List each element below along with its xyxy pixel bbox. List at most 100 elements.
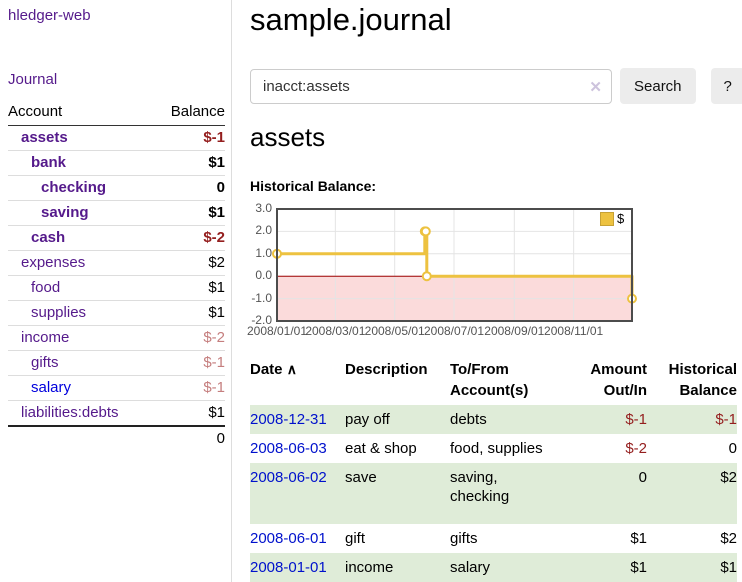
account-link[interactable]: food: [31, 279, 61, 296]
account-name-cell: checking: [8, 175, 154, 201]
register-row: 2008-06-01 gift gifts $1 $2: [250, 524, 737, 553]
transaction-accounts: saving, checking: [450, 469, 510, 505]
account-row: supplies $1: [8, 300, 225, 326]
account-balance: $1: [153, 200, 225, 226]
account-row: salary $-1: [8, 375, 225, 401]
register-row: 2008-01-01 income salary $1 $1: [250, 553, 737, 582]
app-title-link[interactable]: hledger-web: [8, 7, 91, 24]
transaction-balance: $-1: [715, 411, 737, 428]
y-axis-tick: 3.0: [255, 201, 272, 215]
register-header-row: Date ∧ Description To/From Account(s) Am…: [250, 357, 737, 405]
clear-search-icon[interactable]: ✕: [589, 78, 602, 96]
search-button[interactable]: Search: [620, 68, 696, 104]
account-name-cell: supplies: [8, 300, 154, 326]
register-header-accounts: To/From Account(s): [450, 361, 529, 399]
transaction-amount: $-1: [625, 411, 647, 428]
account-name-cell: cash: [8, 225, 154, 251]
transaction-date-link[interactable]: 2008-06-02: [250, 469, 327, 486]
x-axis-tick: 2008/09/01: [484, 324, 545, 338]
accounts-total-spacer: [8, 425, 154, 451]
register-header-description: Description: [345, 361, 428, 378]
account-link[interactable]: salary: [31, 379, 72, 396]
account-balance: $-2: [153, 225, 225, 251]
register-header-amount: Amount Out/In: [590, 361, 647, 399]
transaction-date-cell: 2008-06-01: [250, 524, 345, 553]
transaction-accounts: salary: [450, 559, 491, 576]
transaction-description: income: [345, 559, 394, 576]
page-title: sample.journal: [250, 2, 452, 37]
account-link[interactable]: saving: [41, 204, 89, 221]
transaction-accounts: gifts: [450, 530, 478, 547]
account-row: checking 0: [8, 175, 225, 201]
transaction-amount: 0: [638, 469, 647, 486]
account-row: assets $-1: [8, 125, 225, 151]
account-row: cash $-2: [8, 225, 225, 251]
account-row: income $-2: [8, 325, 225, 351]
transaction-balance: $2: [720, 530, 737, 547]
transaction-description: pay off: [345, 411, 390, 428]
account-row: saving $1: [8, 200, 225, 226]
account-row: liabilities:debts $1: [8, 400, 225, 427]
chart-legend: $: [598, 211, 627, 226]
help-button[interactable]: ?: [710, 68, 742, 104]
sort-ascending-icon: ∧: [286, 361, 297, 377]
register-table: Date ∧ Description To/From Account(s) Am…: [250, 357, 737, 582]
date-header-label: Date: [250, 361, 283, 378]
account-link[interactable]: cash: [31, 229, 66, 246]
account-balance: $1: [153, 150, 225, 176]
account-balance: $-1: [153, 350, 225, 376]
transaction-amount: $-2: [625, 440, 647, 457]
account-row: food $1: [8, 275, 225, 301]
transaction-date-link[interactable]: 2008-01-01: [250, 559, 327, 576]
account-link[interactable]: gifts: [31, 354, 59, 371]
accounts-total-value: 0: [153, 425, 225, 451]
account-name-cell: bank: [8, 150, 154, 176]
x-axis-tick: 2008/05/01: [364, 324, 425, 338]
register-row: 2008-06-03 eat & shop food, supplies $-2 0: [250, 434, 737, 463]
transaction-description: gift: [345, 530, 366, 547]
account-balance: $-1: [153, 125, 225, 151]
account-name-cell: assets: [8, 125, 154, 151]
sidebar: hledger-web Journal Account Balance asse…: [0, 0, 232, 582]
register-header-date[interactable]: Date ∧: [250, 357, 345, 405]
account-link[interactable]: bank: [31, 154, 67, 171]
main-content: sample.journal ✕ Search ? assets Histori…: [247, 0, 742, 582]
account-link[interactable]: expenses: [21, 254, 86, 271]
account-link[interactable]: assets: [21, 129, 68, 146]
sidebar-item-journal[interactable]: Journal: [8, 71, 58, 88]
account-link[interactable]: supplies: [31, 304, 87, 321]
transaction-balance: $2: [720, 469, 737, 486]
account-link[interactable]: liabilities:debts: [21, 404, 119, 421]
account-balance: $2: [153, 250, 225, 276]
transaction-date-cell: 2008-12-31: [250, 405, 345, 434]
search-input[interactable]: [250, 68, 612, 104]
account-name-cell: food: [8, 275, 154, 301]
transaction-accounts: food, supplies: [450, 440, 543, 457]
account-balance: $1: [153, 300, 225, 326]
y-axis-tick: -1.0: [251, 290, 272, 305]
accounts-header-balance: Balance: [153, 101, 225, 126]
account-balance: $1: [153, 400, 225, 427]
balance-chart[interactable]: 3.0 2.0 1.0 0.0 -1.0 -2.0 2008/01/01 2008/03/01…: [246, 201, 740, 345]
account-name-cell: gifts: [8, 350, 154, 376]
account-link[interactable]: checking: [41, 179, 107, 196]
account-name-cell: income: [8, 325, 154, 351]
transaction-date-link[interactable]: 2008-12-31: [250, 411, 327, 428]
x-axis-tick: 2008/03/01: [305, 324, 366, 338]
transaction-amount: $1: [630, 559, 647, 576]
account-name-cell: saving: [8, 200, 154, 226]
account-link[interactable]: income: [21, 329, 70, 346]
register-header-balance: Historical Balance: [668, 361, 737, 399]
transaction-balance: $1: [720, 559, 737, 576]
account-heading: assets: [250, 122, 326, 152]
transaction-date-link[interactable]: 2008-06-01: [250, 530, 327, 547]
account-name-cell: salary: [8, 375, 154, 401]
accounts-header-account: Account: [8, 101, 154, 126]
transaction-date-cell: 2008-06-03: [250, 434, 345, 463]
transaction-date-link[interactable]: 2008-06-03: [250, 440, 327, 457]
account-name-cell: expenses: [8, 250, 154, 276]
transaction-amount: $1: [630, 530, 647, 547]
legend-swatch: [600, 211, 614, 226]
search-form: ✕ Search ?: [250, 68, 742, 104]
account-balance: $-2: [153, 325, 225, 351]
